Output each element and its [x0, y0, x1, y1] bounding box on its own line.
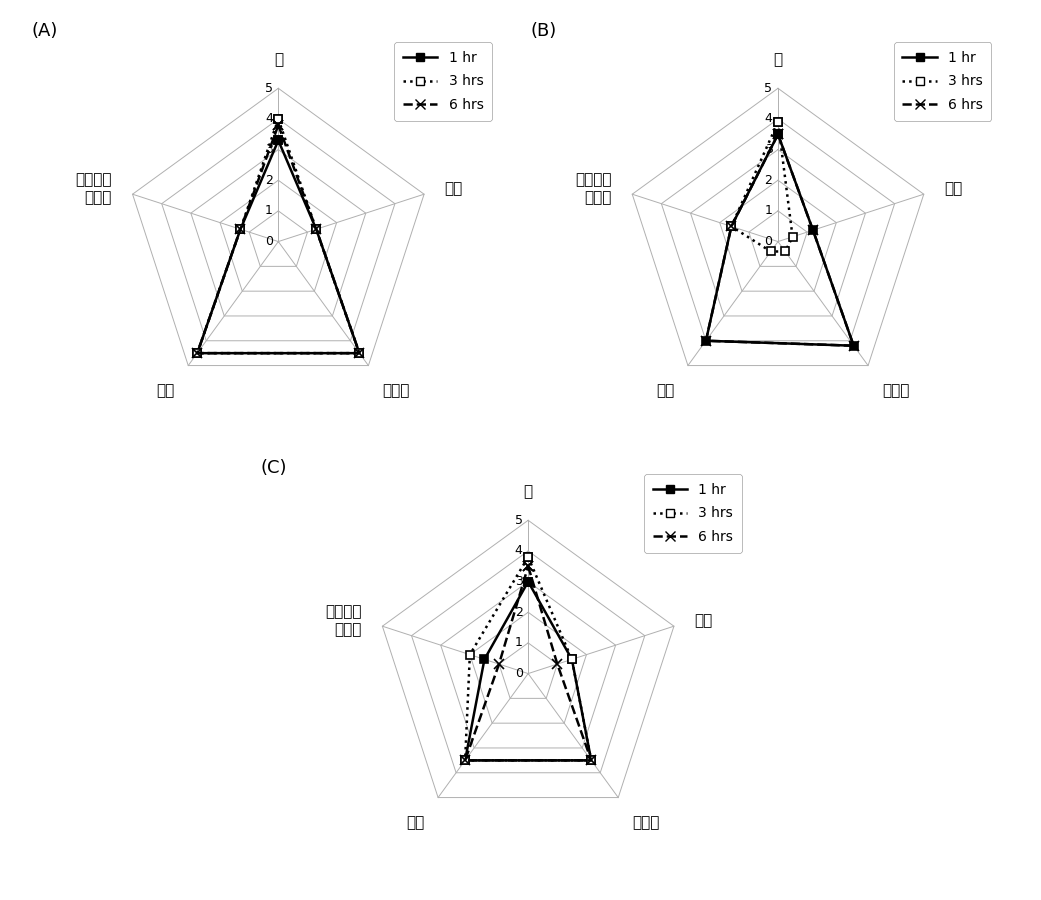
Text: 외관: 외관 [156, 383, 174, 399]
Text: 2: 2 [514, 606, 523, 619]
Text: 5: 5 [514, 514, 523, 526]
Text: 조직감: 조직감 [882, 383, 910, 399]
Text: 맛: 맛 [524, 484, 533, 499]
Text: 2: 2 [764, 174, 772, 187]
Text: (B): (B) [531, 22, 557, 40]
Text: 1: 1 [764, 204, 772, 218]
Text: 외관: 외관 [406, 815, 424, 831]
Text: 전반적인
기호도: 전반적인 기호도 [576, 172, 612, 204]
Text: 조직감: 조직감 [382, 383, 410, 399]
Text: 3: 3 [764, 143, 772, 156]
Text: 1: 1 [514, 636, 523, 650]
Legend: 1 hr, 3 hrs, 6 hrs: 1 hr, 3 hrs, 6 hrs [894, 42, 991, 121]
Text: 조직감: 조직감 [632, 815, 660, 831]
Text: 외관: 외관 [656, 383, 674, 399]
Text: 0: 0 [264, 235, 273, 248]
Text: 5: 5 [764, 82, 772, 94]
Text: 5: 5 [264, 82, 273, 94]
Text: 3: 3 [514, 575, 523, 588]
Text: 4: 4 [764, 112, 772, 125]
Text: 4: 4 [264, 112, 273, 125]
Legend: 1 hr, 3 hrs, 6 hrs: 1 hr, 3 hrs, 6 hrs [644, 474, 741, 553]
Text: 풍미: 풍미 [944, 181, 963, 196]
Text: 풍미: 풍미 [694, 613, 713, 628]
Text: (C): (C) [260, 459, 286, 477]
Text: 3: 3 [264, 143, 273, 156]
Legend: 1 hr, 3 hrs, 6 hrs: 1 hr, 3 hrs, 6 hrs [395, 42, 491, 121]
Text: (A): (A) [31, 22, 57, 40]
Text: 풍미: 풍미 [445, 181, 463, 196]
Text: 2: 2 [264, 174, 273, 187]
Text: 전반적인
기호도: 전반적인 기호도 [76, 172, 112, 204]
Text: 4: 4 [514, 544, 523, 557]
Text: 0: 0 [514, 667, 523, 680]
Text: 맛: 맛 [773, 52, 783, 67]
Text: 전반적인
기호도: 전반적인 기호도 [326, 604, 362, 636]
Text: 맛: 맛 [274, 52, 283, 67]
Text: 1: 1 [264, 204, 273, 218]
Text: 0: 0 [764, 235, 772, 248]
